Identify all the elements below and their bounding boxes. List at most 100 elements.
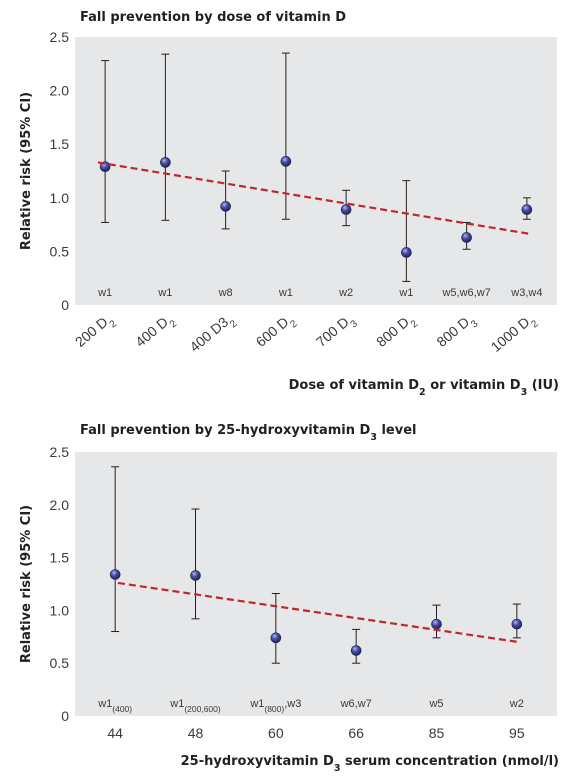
- study-label: w1(400): [97, 698, 132, 714]
- text-part: (IU): [527, 378, 559, 393]
- study-label-part: w1: [97, 287, 112, 299]
- study-label-part: w8: [218, 287, 233, 299]
- text-part: 2: [419, 387, 426, 398]
- x-tick-base: 800 D: [433, 314, 472, 350]
- y-tick-label: 0: [61, 297, 69, 313]
- y-tick-label: 1.5: [50, 136, 70, 152]
- plot-area: [75, 452, 557, 716]
- x-tick-base: 600 D: [253, 314, 292, 350]
- study-label: w1: [157, 287, 172, 299]
- study-label-part: w1: [278, 287, 293, 299]
- x-tick-label: 95: [509, 725, 525, 741]
- x-tick-label: 400 D2: [132, 310, 179, 354]
- data-point: [160, 157, 171, 168]
- study-label: w2: [509, 698, 524, 710]
- x-tick-base: 400 D3: [186, 313, 231, 354]
- y-tick-label: 2.5: [50, 444, 70, 460]
- y-tick-label: 0.5: [50, 655, 70, 671]
- text-part: serum concentration (nmol/l): [340, 754, 559, 769]
- x-tick-sub: 2: [288, 318, 300, 330]
- x-tick-sub: 2: [409, 318, 421, 330]
- x-tick-sub: 3: [469, 318, 481, 330]
- text-part: Dose of vitamin D: [289, 378, 420, 393]
- study-label-part: w5: [428, 698, 443, 710]
- chart-dose: Fall prevention by dose of vitamin D Rela…: [19, 10, 559, 398]
- data-point: [109, 569, 121, 580]
- study-label: w5: [428, 698, 443, 710]
- y-tick-label: 2.5: [50, 29, 70, 45]
- x-tick-label: 800 D3: [433, 310, 480, 354]
- x-tick-label: 400 D32: [186, 310, 239, 359]
- text-part: or vitamin D: [426, 378, 521, 393]
- x-tick-base: 400 D: [132, 314, 171, 350]
- x-tick-label: 60: [268, 725, 284, 741]
- study-label: w1: [278, 287, 293, 299]
- text-part: level: [377, 423, 417, 438]
- study-label-part: w2: [509, 698, 524, 710]
- study-label: w3,w4: [510, 287, 542, 299]
- study-label-part: w1: [157, 287, 172, 299]
- x-tick-label: 48: [188, 725, 204, 741]
- y-tick-label: 1.0: [50, 602, 70, 618]
- text-part: 3: [521, 387, 528, 398]
- x-tick-label: 600 D2: [253, 310, 300, 354]
- text-part: 25-hydroxyvitamin D: [181, 754, 334, 769]
- data-point: [431, 618, 442, 630]
- trend-line: [117, 581, 520, 644]
- x-tick-label: 200 D2: [72, 310, 119, 354]
- x-tick-sub: 2: [228, 318, 240, 330]
- y-tick-label: 0: [61, 708, 69, 724]
- study-label-part: w3,w4: [510, 287, 542, 299]
- y-tick-label: 2.0: [50, 497, 70, 513]
- y-tick-label: 2.0: [50, 83, 70, 99]
- chart-serum-level: Fall prevention by 25-hydroxyvitamin D3 …: [19, 423, 559, 774]
- data-point: [401, 247, 412, 258]
- study-label-part: w2: [338, 287, 353, 299]
- x-tick-base: 700 D: [313, 314, 352, 350]
- x-tick-label: 800 D2: [373, 310, 420, 354]
- data-point: [511, 618, 523, 630]
- y-tick-label: 0.5: [50, 243, 70, 259]
- x-tick-label: 700 D3: [313, 310, 360, 354]
- study-label-part: w1: [249, 698, 264, 710]
- x-tick-base: 1000 D: [488, 314, 533, 355]
- y-axis-label: Relative risk (95% CI): [19, 505, 34, 663]
- study-label: w8: [218, 287, 233, 299]
- data-point: [220, 201, 231, 212]
- study-label-part: (800): [264, 704, 284, 714]
- study-label-part: ,w3: [284, 698, 301, 710]
- study-label: w1(800),w3: [249, 698, 301, 714]
- chart-title: Fall prevention by dose of vitamin D: [80, 10, 346, 25]
- study-label-part: w5,w6,w7: [441, 287, 490, 299]
- x-tick-base: 800 D: [373, 314, 412, 350]
- data-point: [350, 645, 362, 656]
- study-label-part: (200,600): [184, 704, 221, 714]
- study-label-part: (400): [112, 704, 132, 714]
- x-tick-base: 200 D: [72, 314, 111, 350]
- data-point: [340, 204, 352, 215]
- y-tick-label: 1.5: [50, 550, 70, 566]
- x-tick-label: 1000 D2: [488, 310, 541, 359]
- text-part: 3: [334, 763, 341, 774]
- study-label: w1(200,600): [169, 698, 221, 714]
- chart-title: Fall prevention by 25-hydroxyvitamin D3 …: [80, 423, 416, 443]
- study-label-part: w1: [398, 287, 413, 299]
- x-tick-sub: 2: [107, 318, 119, 330]
- study-label: w1: [398, 287, 413, 299]
- data-point: [190, 570, 201, 581]
- x-tick-label: 85: [429, 725, 445, 741]
- text-part: 3: [370, 432, 377, 443]
- data-point: [270, 632, 282, 644]
- x-axis-label: Dose of vitamin D2 or vitamin D3 (IU): [289, 378, 559, 398]
- trend-line: [97, 161, 533, 236]
- study-label-part: w1: [97, 698, 112, 710]
- x-tick-label: 66: [348, 725, 364, 741]
- x-tick-sub: 2: [168, 318, 180, 330]
- y-axis-label: Relative risk (95% CI): [19, 92, 34, 250]
- data-point: [280, 156, 292, 167]
- study-label-part: w6,w7: [340, 698, 372, 710]
- x-tick-label: 44: [107, 725, 123, 741]
- study-label: w2: [338, 287, 353, 299]
- x-tick-sub: 2: [529, 318, 541, 330]
